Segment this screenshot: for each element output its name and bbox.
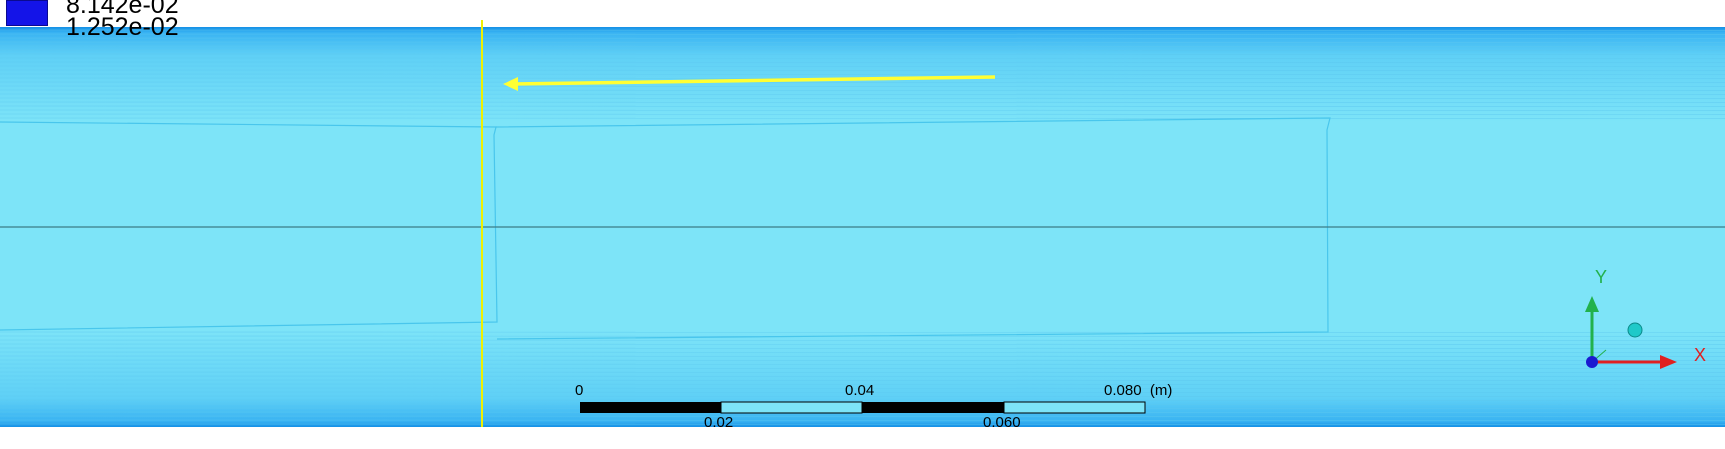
scale-segment-1 — [580, 402, 721, 413]
scale-segment-3 — [862, 402, 1004, 413]
triad-y-label: Y — [1595, 267, 1608, 287]
scale-label-0: 0 — [575, 382, 584, 399]
triad-y-arrowhead — [1585, 296, 1599, 312]
scale-label-002: 0.02 — [704, 414, 734, 431]
triad-origin — [1586, 356, 1598, 368]
flow-direction-arrow — [511, 75, 996, 86]
flow-direction-arrowhead — [503, 77, 518, 91]
legend-value-upper: 8.142e-02 — [66, 0, 179, 19]
legend-value-lower: 1.252e-02 — [66, 13, 179, 41]
scale-label-004: 0.04 — [845, 382, 875, 399]
core-region — [0, 122, 1725, 330]
legend-swatch — [6, 0, 48, 26]
triad-rotation-point — [1627, 322, 1643, 338]
scale-label-0060: 0.060 — [983, 414, 1021, 431]
contour-outline-left — [0, 121, 498, 331]
triad-x-arrowhead — [1660, 355, 1677, 369]
triad-x-label: X — [1694, 345, 1707, 365]
contour-outline-right — [495, 117, 1331, 340]
scale-segment-4 — [1003, 401, 1146, 414]
scale-label-0080-units: 0.080 (m) — [1104, 382, 1173, 399]
